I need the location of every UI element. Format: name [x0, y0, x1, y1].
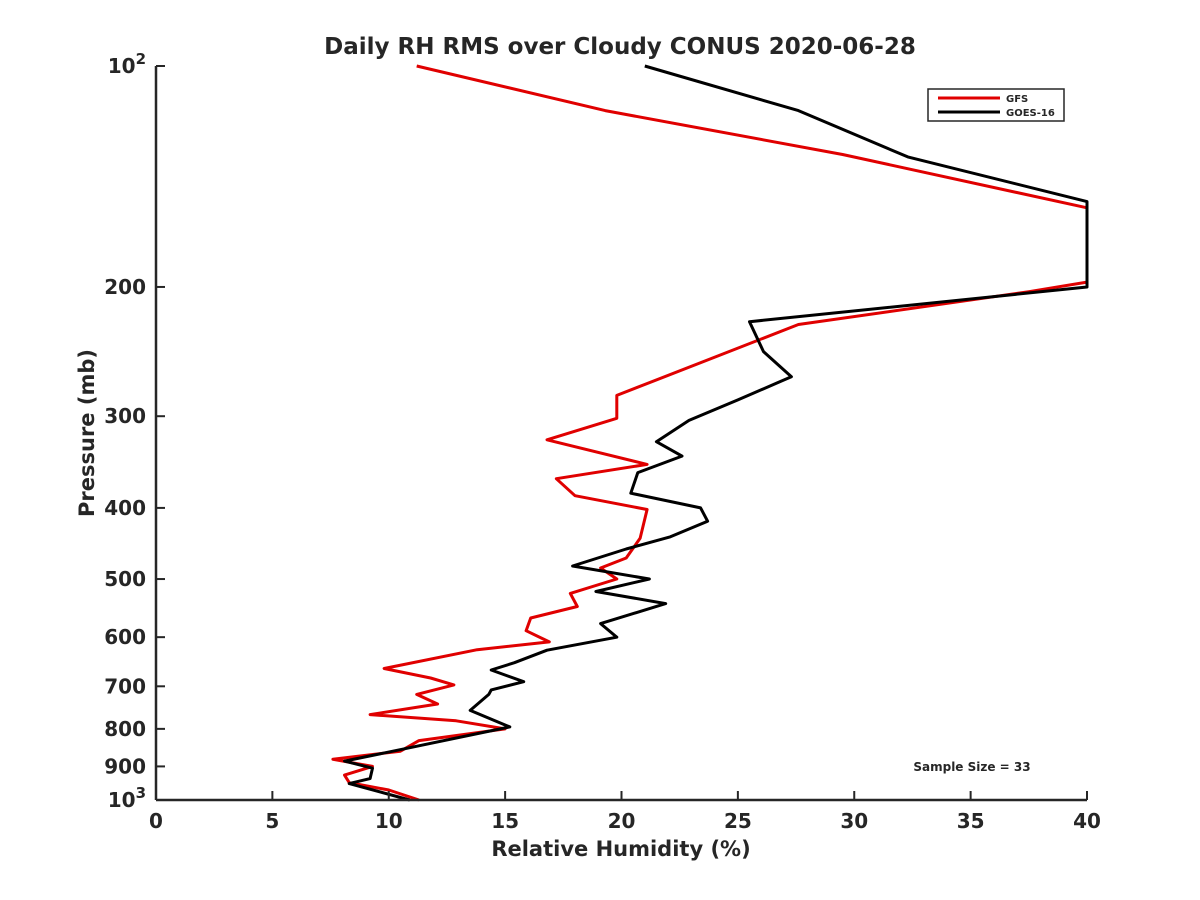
x-tick-label: 15: [491, 809, 519, 833]
legend-label: GFS: [1006, 94, 1028, 105]
x-axis-label: Relative Humidity (%): [491, 837, 750, 861]
chart-title: Daily RH RMS over Cloudy CONUS 2020-06-2…: [324, 34, 916, 60]
y-tick-label: 600: [104, 625, 146, 649]
sample-size-annotation: Sample Size = 33: [913, 760, 1030, 774]
legend-label: GOES-16: [1006, 108, 1055, 119]
series-layer: [331, 64, 1089, 802]
y-tick-label: 300: [104, 404, 146, 428]
plot-area: 0 5 10 15 20 25 30 35 40 102 200 300 400 500 600 700 80…: [104, 50, 1101, 833]
y-tick-label: 900: [104, 754, 146, 778]
legend-box: [927, 88, 1065, 122]
y-tick-label: 700: [104, 674, 146, 698]
x-tick-label: 5: [265, 809, 279, 833]
series-line-goes-16: [343, 64, 1089, 802]
x-axis-ticks: 0 5 10 15 20 25 30 35 40: [149, 791, 1101, 833]
series-line-gfs: [331, 64, 1089, 802]
x-tick-label: 10: [375, 809, 403, 833]
y-tick-label: 800: [104, 717, 146, 741]
x-tick-label: 20: [608, 809, 636, 833]
y-tick-label: 500: [104, 567, 146, 591]
x-tick-label: 25: [724, 809, 752, 833]
x-tick-label: 30: [840, 809, 868, 833]
legend: GFS GOES-16: [927, 88, 1065, 122]
y-tick-label: 400: [104, 496, 146, 520]
y-tick-label: 200: [104, 275, 146, 299]
x-tick-label: 40: [1073, 809, 1101, 833]
y-tick-label: 103: [108, 784, 146, 812]
x-tick-label: 35: [957, 809, 985, 833]
y-axis-label: Pressure (mb): [75, 349, 99, 517]
y-axis-ticks: 102 200 300 400 500 600 700 800 900 103: [104, 50, 165, 812]
x-tick-label: 0: [149, 809, 163, 833]
y-tick-label: 102: [108, 50, 146, 78]
